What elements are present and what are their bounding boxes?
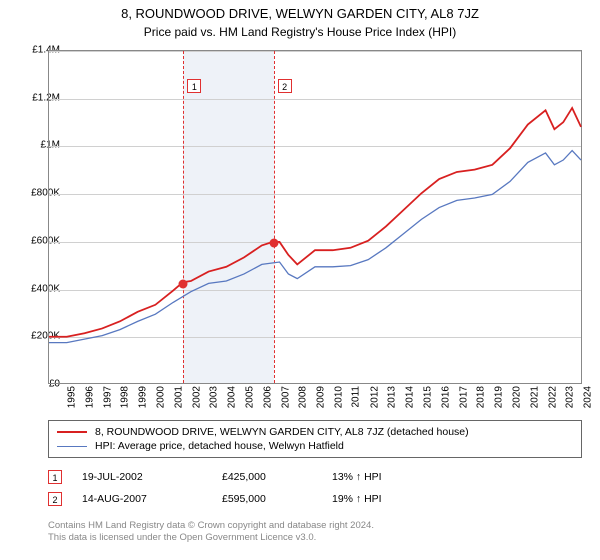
x-axis-label: 2014 (404, 386, 415, 408)
x-axis-label: 2009 (315, 386, 326, 408)
x-axis-label: 2006 (262, 386, 273, 408)
title-block: 8, ROUNDWOOD DRIVE, WELWYN GARDEN CITY, … (0, 0, 600, 39)
series-svg (49, 51, 581, 383)
x-axis-label: 2020 (511, 386, 522, 408)
transaction-date: 14-AUG-2007 (82, 493, 202, 505)
x-axis-label: 2008 (298, 386, 309, 408)
x-axis-label: 1999 (137, 386, 148, 408)
series-property (49, 108, 581, 337)
x-axis-label: 2024 (582, 386, 593, 408)
legend-swatch (57, 446, 87, 447)
legend: 8, ROUNDWOOD DRIVE, WELWYN GARDEN CITY, … (48, 420, 582, 458)
x-axis-label: 1996 (84, 386, 95, 408)
x-axis-label: 2002 (191, 386, 202, 408)
x-axis-label: 2003 (209, 386, 220, 408)
legend-row: 8, ROUNDWOOD DRIVE, WELWYN GARDEN CITY, … (57, 425, 573, 439)
x-axis-label: 2004 (226, 386, 237, 408)
x-axis-label: 2012 (369, 386, 380, 408)
transaction-row: 2 14-AUG-2007 £595,000 19% ↑ HPI (48, 488, 582, 510)
x-axis-label: 2023 (565, 386, 576, 408)
x-axis-label: 2005 (244, 386, 255, 408)
transaction-pct: 13% ↑ HPI (332, 471, 442, 483)
legend-row: HPI: Average price, detached house, Welw… (57, 439, 573, 453)
transaction-price: £425,000 (222, 471, 312, 483)
legend-swatch (57, 431, 87, 433)
x-axis-label: 2007 (280, 386, 291, 408)
legend-label: 8, ROUNDWOOD DRIVE, WELWYN GARDEN CITY, … (95, 426, 469, 438)
x-axis-label: 2010 (333, 386, 344, 408)
transaction-date: 19-JUL-2002 (82, 471, 202, 483)
x-axis-label: 2018 (476, 386, 487, 408)
transaction-price: £595,000 (222, 493, 312, 505)
x-axis-label: 2001 (173, 386, 184, 408)
legend-label: HPI: Average price, detached house, Welw… (95, 440, 344, 452)
transaction-dot (269, 239, 278, 248)
x-axis-label: 1997 (102, 386, 113, 408)
x-axis-label: 2017 (458, 386, 469, 408)
footer-line2: This data is licensed under the Open Gov… (48, 532, 582, 544)
x-axis-label: 2016 (440, 386, 451, 408)
x-axis-label: 1995 (66, 386, 77, 408)
x-axis-label: 2011 (350, 386, 361, 408)
x-axis-label: 2015 (422, 386, 433, 408)
x-axis-label: 1998 (120, 386, 131, 408)
transaction-pct: 19% ↑ HPI (332, 493, 442, 505)
chart-plot-area: 12 (48, 50, 582, 384)
transaction-row: 1 19-JUL-2002 £425,000 13% ↑ HPI (48, 466, 582, 488)
transaction-table: 1 19-JUL-2002 £425,000 13% ↑ HPI 2 14-AUG-200… (48, 466, 582, 510)
x-axis-label: 2013 (387, 386, 398, 408)
x-axis-label: 2000 (155, 386, 166, 408)
title-address: 8, ROUNDWOOD DRIVE, WELWYN GARDEN CITY, … (0, 6, 600, 21)
transaction-number: 1 (48, 470, 62, 484)
x-axis-label: 2019 (493, 386, 504, 408)
footer-line1: Contains HM Land Registry data © Crown c… (48, 520, 582, 532)
transaction-dot (179, 279, 188, 288)
title-subtitle: Price paid vs. HM Land Registry's House … (0, 21, 600, 39)
footer-attribution: Contains HM Land Registry data © Crown c… (48, 520, 582, 545)
x-axis-label: 2021 (529, 386, 540, 408)
transaction-number: 2 (48, 492, 62, 506)
series-hpi (49, 151, 581, 343)
x-axis-label: 2022 (547, 386, 558, 408)
chart-container: 8, ROUNDWOOD DRIVE, WELWYN GARDEN CITY, … (0, 0, 600, 560)
